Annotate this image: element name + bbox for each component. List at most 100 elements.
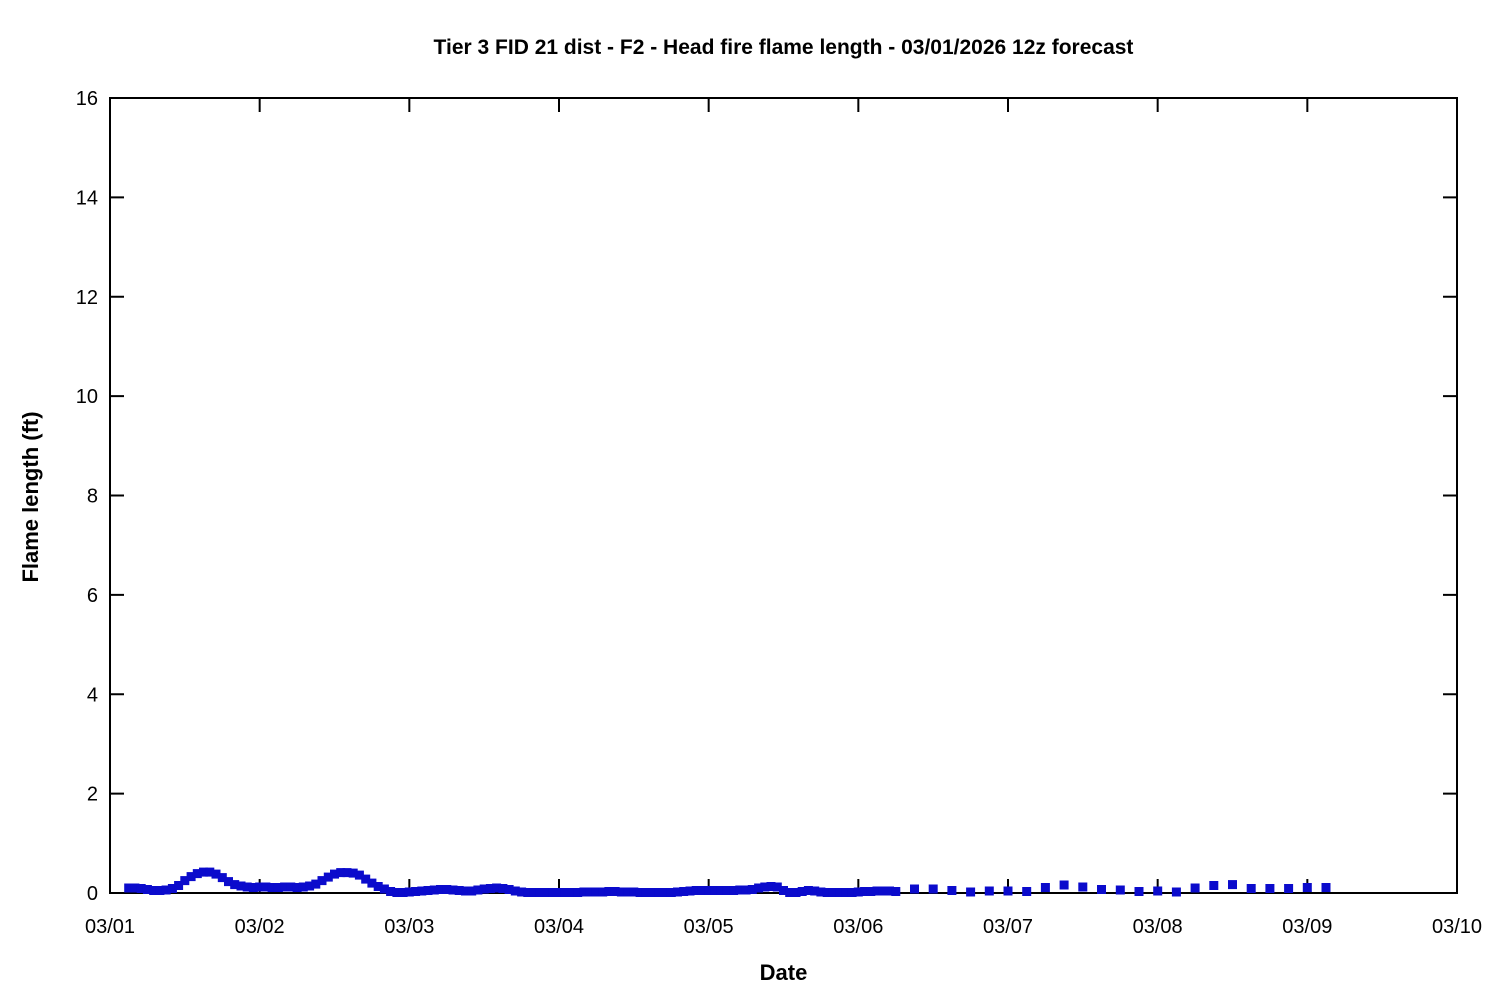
data-point-marker [224,877,233,887]
data-point-marker [1228,880,1237,890]
data-point-marker [267,883,277,892]
data-point-marker [766,882,776,891]
data-point-marker [1078,882,1088,892]
data-point-marker [579,887,589,897]
data-point-marker [1284,884,1294,893]
data-point-marker [1153,886,1163,896]
data-point-marker [697,886,707,895]
data-point-marker [585,887,595,897]
data-point-marker [429,885,439,895]
data-point-marker [373,882,383,891]
data-point-marker [130,883,140,893]
y-tick-label: 6 [87,585,98,607]
data-point-marker [729,886,739,895]
data-point-marker [174,881,184,890]
data-point-marker [417,886,427,896]
data-point-marker [685,886,695,896]
data-point-marker [330,869,339,879]
data-point-marker [779,886,788,895]
data-point-marker [1265,884,1275,893]
data-point-marker [199,867,208,877]
data-point-marker [860,887,870,896]
x-tick-label: 03/05 [684,916,734,938]
y-tick-label: 12 [76,287,98,309]
data-point-marker [722,886,732,895]
data-point-marker [654,888,664,897]
data-point-marker [816,887,826,897]
data-point-marker [1321,883,1331,892]
y-tick-label: 16 [76,88,98,110]
data-point-marker [423,886,433,895]
data-point-marker [354,870,364,880]
data-point-marker [828,888,838,897]
x-tick-label: 03/10 [1432,916,1482,938]
data-point-marker [810,886,820,896]
data-point-marker [311,879,321,889]
data-point-marker [305,881,315,891]
data-point-marker [217,873,227,883]
data-point-marker [1059,880,1069,890]
data-point-marker [523,888,533,897]
data-series [124,867,1331,897]
y-tick-label: 2 [87,784,98,806]
data-point-marker [1171,887,1181,897]
data-point-marker [504,885,514,894]
data-point-marker [236,881,246,891]
data-point-marker [1246,884,1256,893]
data-point-marker [192,869,202,879]
x-tick-label: 03/09 [1282,916,1332,938]
data-point-marker [735,885,745,895]
data-point-marker [461,886,470,896]
data-point-marker [984,886,994,896]
data-point-marker [891,887,901,896]
data-point-marker [616,887,626,897]
data-point-marker [167,884,177,893]
data-point-marker [679,887,689,896]
x-tick-label: 03/02 [235,916,285,938]
data-point-marker [485,884,495,893]
data-point-marker [361,874,371,884]
data-point-marker [947,886,957,895]
data-point-marker [467,886,477,896]
data-point-marker [479,884,489,894]
data-point-marker [498,884,508,893]
y-tick-label: 0 [87,883,98,905]
data-point-marker [517,887,527,897]
data-point-marker [255,882,265,892]
data-point-marker [298,882,308,892]
y-tick-label: 8 [87,486,98,508]
data-point-marker [1097,885,1106,894]
data-point-marker [760,882,770,892]
x-axis-title: Date [759,960,808,985]
data-point-marker [966,887,976,897]
data-point-marker [635,888,645,897]
data-point-marker [847,888,857,897]
data-point-marker [367,878,377,888]
data-point-marker [248,883,258,892]
data-point-marker [342,868,352,878]
data-point-marker [548,888,558,897]
data-point-marker [1040,883,1050,892]
data-point-marker [1003,886,1013,896]
data-point-marker [791,888,801,897]
data-point-marker [741,885,751,895]
x-tick-label: 03/03 [384,916,434,938]
data-point-marker [885,886,894,896]
data-point-marker [648,888,657,897]
data-point-marker [641,888,651,897]
data-point-marker [1209,881,1219,890]
data-point-marker [317,876,327,886]
data-point-marker [161,885,171,895]
data-point-marker [1302,883,1312,892]
data-point-marker [211,869,221,879]
x-tick-label: 03/01 [85,916,135,938]
data-point-marker [261,882,271,892]
data-point-marker [1190,883,1200,893]
data-point-marker [205,867,215,877]
data-point-marker [928,884,938,894]
data-point-marker [404,887,414,897]
data-point-marker [841,888,851,897]
data-point-marker [591,887,601,897]
